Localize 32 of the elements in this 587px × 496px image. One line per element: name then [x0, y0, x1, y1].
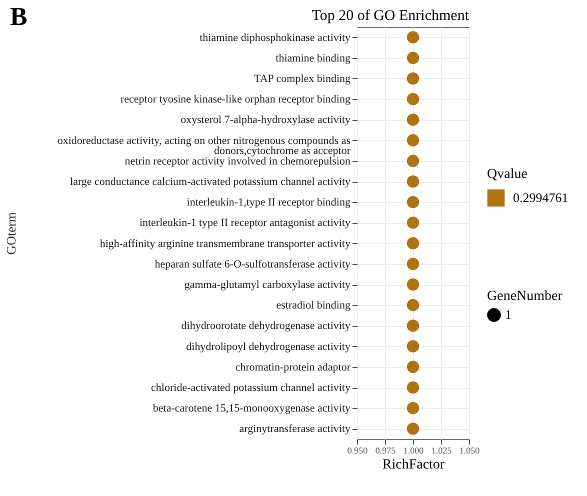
text: B	[10, 2, 28, 32]
y-tick-label: dihydrolipoyl dehydrogenase activity	[186, 340, 351, 353]
x-tick-label: 1.050	[459, 446, 480, 456]
y-tick-label: gamma-glutamyl carboxylase activity	[184, 279, 351, 291]
y-tick-label: netrin receptor activity involved in chemorepulsion	[124, 155, 351, 168]
legend-label: 1	[505, 307, 512, 322]
y-tick-label: TAP complex binding	[254, 73, 351, 85]
legend-title: Qvalue	[487, 167, 528, 182]
y-tick-label: thiamine binding	[276, 52, 351, 64]
x-axis-title: RichFactor	[382, 458, 445, 472]
y-tick-label: receptor tyosine kinase-like orphan receptor binding	[120, 94, 351, 106]
y-tick-label: heparan sulfate 6-O-sulfotransferase activity	[154, 258, 351, 270]
y-tick-label: estradiol binding	[276, 300, 351, 312]
chart-title: Top 20 of GO Enrichment	[312, 8, 470, 24]
x-tick-label: 0.975	[375, 446, 396, 456]
y-tick-label: chromatin-protein adaptor	[235, 361, 351, 374]
y-tick-label: dihydroorotate dehydrogenase activity	[181, 320, 351, 332]
y-tick-label: interleukin-1 type II receptor antagonist activity	[139, 217, 351, 230]
y-tick-label: chloride-activated potassium channel activity	[151, 382, 351, 394]
legend-label: 0.2994761	[513, 190, 568, 205]
y-axis-title: GOterm	[4, 212, 18, 255]
y-tick-label: high-affinity arginine transmembrane transporter activity	[100, 238, 351, 250]
y-tick-label: large conductance calcium-activated potassium channel activity	[70, 176, 351, 188]
x-tick-label: 0.950	[347, 446, 368, 456]
y-tick-label: thiamine diphosphokinase activity	[200, 32, 351, 44]
text: GeneNumber	[487, 289, 563, 304]
y-tick-label: interleukin-1,type II receptor binding	[186, 196, 351, 209]
y-tick-label: oxysterol 7-alpha-hydroxylase activity	[180, 114, 351, 126]
y-tick-label: arginytransferase activity	[239, 423, 351, 436]
x-tick-label: 1.025	[431, 446, 452, 456]
x-tick-label: 1.000	[403, 446, 424, 456]
y-tick-label: beta-carotene 15,15-monooxygenase activity	[152, 402, 351, 415]
